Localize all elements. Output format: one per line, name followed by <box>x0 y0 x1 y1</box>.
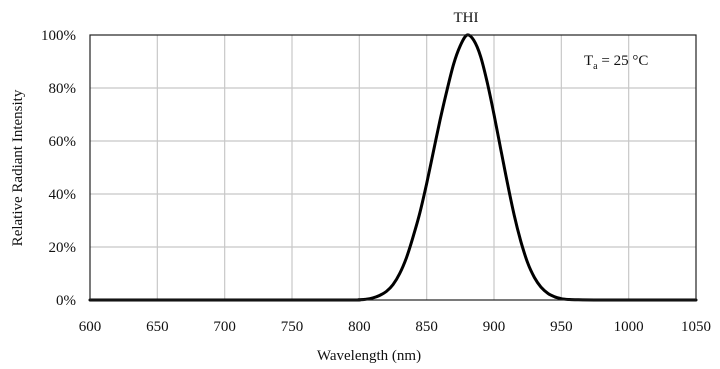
x-tick-label: 950 <box>550 319 573 335</box>
annotation-value: = 25 °C <box>598 53 649 69</box>
y-tick-label: 60% <box>49 134 77 150</box>
y-axis-title: Relative Radiant Intensity <box>10 89 26 246</box>
chart-title: THI <box>454 10 479 26</box>
plot-frame <box>89 34 697 301</box>
y-tick-label: 100% <box>41 28 76 44</box>
y-tick-label: 40% <box>49 187 77 203</box>
intensity-curve <box>88 33 698 302</box>
x-tick-label: 900 <box>483 319 506 335</box>
plot-background <box>90 35 696 300</box>
grid-lines <box>90 35 696 300</box>
plot-area <box>90 35 696 300</box>
temperature-annotation: Ta = 25 °C <box>584 53 648 72</box>
x-tick-label: 1000 <box>614 319 644 335</box>
x-tick-label: 700 <box>213 319 236 335</box>
y-tick-label: 80% <box>49 81 77 97</box>
x-tick-label: 850 <box>415 319 438 335</box>
x-tick-label: 650 <box>146 319 169 335</box>
x-tick-labels: 600 650 700 750 800 850 900 950 1000 1050 <box>79 319 711 335</box>
x-tick-label: 600 <box>79 319 102 335</box>
y-tick-labels: 0% 20% 40% 60% 80% 100% <box>41 28 76 309</box>
series-curves <box>88 33 698 302</box>
plot-border <box>89 34 697 301</box>
annotation-subscript: a <box>593 61 598 72</box>
y-tick-label: 0% <box>56 293 76 309</box>
x-tick-label: 1050 <box>681 319 711 335</box>
x-tick-label: 750 <box>281 319 304 335</box>
x-tick-label: 800 <box>348 319 371 335</box>
x-axis-title: Wavelength (nm) <box>317 348 421 364</box>
y-tick-label: 20% <box>49 240 77 256</box>
annotation-base: T <box>584 53 593 69</box>
